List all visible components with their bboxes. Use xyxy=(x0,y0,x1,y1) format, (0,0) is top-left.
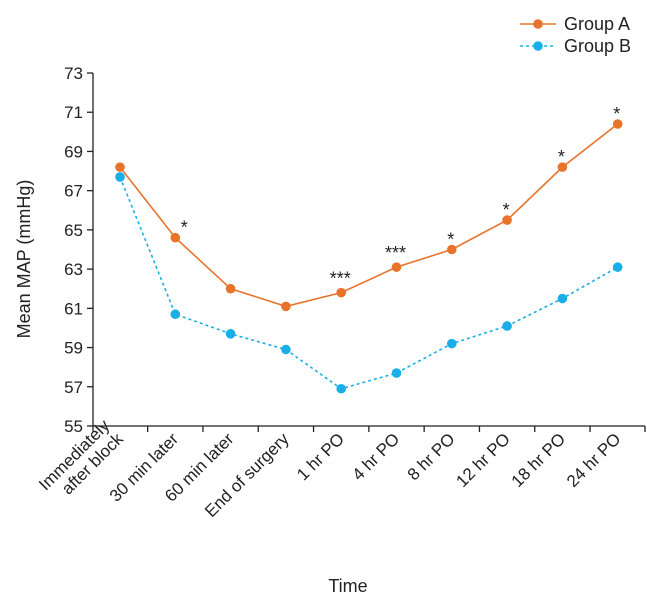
significance-label: * xyxy=(503,200,510,220)
group-a-point xyxy=(447,244,457,255)
significance-label: *** xyxy=(330,269,351,289)
x-tick-label: 12 hr PO xyxy=(452,429,514,491)
y-axis-title: Mean MAP (mmHg) xyxy=(14,180,34,339)
x-tick-label: 18 hr PO xyxy=(508,429,570,491)
x-tick-label: 8 hr PO xyxy=(404,429,459,484)
group-b-point xyxy=(557,293,568,304)
y-tick-label: 63 xyxy=(64,260,83,279)
significance-label: * xyxy=(181,218,188,238)
group-b-point xyxy=(612,262,623,272)
group-b-line xyxy=(119,176,619,390)
group-b-point xyxy=(170,309,181,320)
y-tick-label: 71 xyxy=(64,103,83,122)
group-a-point xyxy=(502,215,512,225)
group-a-point xyxy=(115,162,125,172)
x-tick-label: 4 hr PO xyxy=(348,429,403,484)
group-a-point xyxy=(170,232,181,243)
y-tick-label: 61 xyxy=(64,299,83,318)
significance-label: *** xyxy=(385,243,406,263)
legend-marker-group-a xyxy=(533,19,543,29)
y-tick-label: 55 xyxy=(64,417,83,436)
group-a-point xyxy=(336,287,347,298)
annotation-layer: *********** xyxy=(181,104,620,289)
group-b-point xyxy=(502,321,512,331)
y-tick-label: 73 xyxy=(64,64,83,83)
group-b-point xyxy=(281,344,291,355)
series-layer xyxy=(115,119,623,394)
legend-label-group-a: Group A xyxy=(564,14,630,34)
y-tick-label: 57 xyxy=(64,378,83,397)
y-tick-label: 67 xyxy=(64,182,83,201)
significance-label: * xyxy=(558,147,565,167)
group-a-point xyxy=(557,162,568,172)
legend-marker-group-b xyxy=(533,41,543,51)
group-a-point xyxy=(391,262,402,272)
x-axis-title: Time xyxy=(328,576,367,596)
legend-label-group-b: Group B xyxy=(564,36,631,56)
group-b-point xyxy=(225,329,236,339)
group-b-point xyxy=(391,368,402,378)
significance-label: * xyxy=(447,230,454,250)
group-a-point xyxy=(225,283,236,294)
y-tick-label: 59 xyxy=(64,339,83,358)
group-b-point xyxy=(336,383,347,394)
group-b-point xyxy=(447,338,457,349)
group-a-line xyxy=(119,123,619,308)
x-tick-label: 24 hr PO xyxy=(563,429,625,491)
group-a-point xyxy=(612,119,623,129)
significance-label: * xyxy=(613,104,620,124)
y-tick-label: 69 xyxy=(64,142,83,161)
x-tick-label: 1 hr PO xyxy=(293,429,348,484)
group-b-point xyxy=(115,172,125,182)
y-tick-label: 65 xyxy=(64,221,83,240)
group-a-point xyxy=(281,301,291,312)
